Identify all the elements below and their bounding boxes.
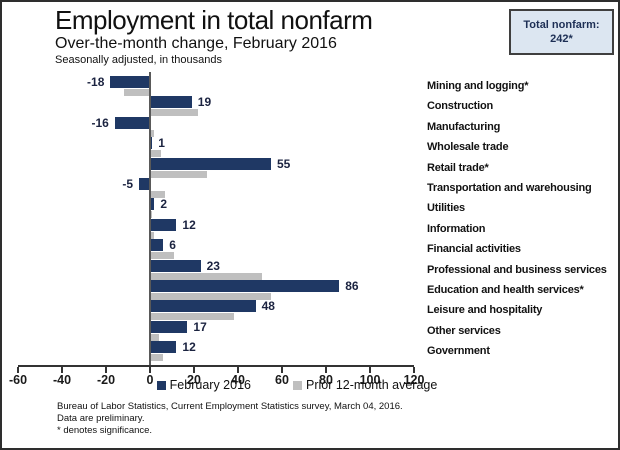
- bar-value-label-5: -5: [122, 177, 133, 191]
- x-axis-tick-1: [61, 367, 63, 373]
- bar-february-1: [150, 96, 192, 109]
- x-axis-tick-label-1: -40: [52, 373, 72, 387]
- legend-item-1: Prior 12-month average: [292, 377, 438, 393]
- total-nonfarm-value: 242*: [550, 33, 573, 45]
- x-axis-tick-2: [105, 367, 107, 373]
- footer-preliminary-line: Data are preliminary.: [57, 413, 145, 424]
- footer-significance-line: * denotes significance.: [57, 425, 153, 436]
- category-label-7: Information: [427, 222, 486, 235]
- x-axis-tick-8: [369, 367, 371, 373]
- legend-swatch-0: [156, 380, 166, 390]
- bar-prior-average-0: [123, 89, 150, 96]
- x-axis-tick-6: [281, 367, 283, 373]
- category-label-10: Education and health services*: [427, 284, 584, 296]
- category-label-6: Utilities: [427, 202, 465, 215]
- category-label-1: Construction: [427, 100, 494, 113]
- footer-source-line: Bureau of Labor Statistics, Current Empl…: [57, 401, 403, 412]
- x-axis-tick-9: [413, 367, 415, 373]
- bar-february-10: [150, 280, 340, 292]
- category-label-5: Transportation and warehousing: [427, 182, 592, 194]
- bar-february-13: [150, 341, 177, 354]
- bar-february-6: [150, 198, 155, 211]
- x-axis-tick-label-7: 80: [319, 373, 333, 387]
- bar-prior-average-9: [150, 272, 263, 280]
- bar-value-label-3: 1: [158, 136, 165, 151]
- chart-title: Employment in total nonfarm: [55, 5, 373, 35]
- chart-note: Seasonally adjusted, in thousands: [55, 54, 222, 66]
- x-axis-tick-7: [325, 367, 327, 373]
- x-axis-tick-label-8: 100: [359, 373, 381, 387]
- bar-prior-average-6: [150, 211, 153, 219]
- legend-label-0: February 2016: [169, 378, 251, 392]
- bar-prior-average-2: [150, 129, 155, 137]
- legend: February 2016 Prior 12-month average: [2, 377, 592, 393]
- bar-prior-average-13: [150, 354, 164, 362]
- legend-swatch-1: [292, 380, 302, 390]
- bar-prior-average-4: [150, 170, 208, 178]
- total-nonfarm-label: Total nonfarm:: [523, 19, 600, 31]
- x-axis-tick-0: [17, 367, 19, 373]
- category-label-0: Mining and logging*: [427, 80, 529, 92]
- bar-value-label-4: 55: [277, 156, 291, 171]
- bar-february-0: [110, 76, 150, 88]
- category-label-4: Retail trade*: [427, 161, 489, 174]
- bar-february-3: [150, 137, 153, 150]
- bar-february-12: [150, 320, 188, 333]
- x-axis-tick-5: [237, 367, 239, 373]
- bar-prior-average-7: [150, 231, 155, 239]
- bar-value-label-11: 48: [261, 299, 275, 314]
- category-label-9: Professional and business services: [427, 263, 607, 276]
- bar-value-label-2: -16: [91, 115, 109, 130]
- x-axis-tick-label-5: 40: [231, 373, 245, 387]
- bar-value-label-0: -18: [87, 75, 105, 89]
- bar-february-8: [150, 239, 164, 252]
- bar-prior-average-11: [150, 313, 234, 321]
- bar-value-label-1: 19: [197, 95, 212, 110]
- chart-subtitle: Over-the-month change, February 2016: [55, 35, 337, 52]
- bar-value-label-6: 2: [160, 197, 168, 212]
- bar-prior-average-8: [150, 252, 175, 260]
- bar-value-label-13: 12: [182, 340, 196, 355]
- bar-prior-average-5: [150, 191, 166, 198]
- category-label-2: Manufacturing: [427, 120, 501, 133]
- x-axis-tick-label-4: 20: [187, 373, 201, 387]
- bar-prior-average-10: [150, 293, 271, 300]
- header: Employment in total nonfarm Over-the-mon…: [55, 5, 373, 67]
- legend-label-1: Prior 12-month average: [305, 378, 438, 392]
- x-axis-tick-label-0: -60: [8, 373, 28, 387]
- category-label-3: Wholesale trade: [427, 141, 509, 154]
- x-axis-tick-label-9: 120: [403, 373, 425, 387]
- bar-february-11: [150, 300, 256, 313]
- footer: Bureau of Labor Statistics, Current Empl…: [57, 401, 403, 437]
- x-axis-tick-label-6: 60: [275, 373, 289, 387]
- total-nonfarm-box: Total nonfarm: 242*: [509, 9, 614, 55]
- bar-february-2: [114, 116, 150, 129]
- x-axis-tick-label-2: -20: [96, 373, 116, 387]
- category-label-12: Other services: [427, 324, 501, 337]
- bar-february-7: [150, 218, 177, 231]
- x-axis-tick-label-3: 0: [146, 373, 154, 387]
- legend-item-0: February 2016: [156, 377, 251, 393]
- bar-february-5: [139, 178, 150, 190]
- bar-prior-average-3: [150, 150, 161, 158]
- zero-axis-line: [149, 72, 151, 367]
- bar-value-label-10: 86: [345, 279, 359, 293]
- x-axis-tick-3: [149, 367, 151, 373]
- bar-value-label-12: 17: [193, 319, 207, 334]
- category-label-8: Financial activities: [427, 243, 521, 256]
- bar-value-label-7: 12: [182, 217, 196, 232]
- category-label-13: Government: [427, 345, 490, 358]
- bar-value-label-8: 6: [169, 238, 176, 253]
- x-axis-tick-4: [193, 367, 195, 373]
- category-label-11: Leisure and hospitality: [427, 304, 543, 317]
- bar-february-4: [150, 157, 271, 170]
- x-axis-line: [18, 365, 414, 367]
- bar-prior-average-12: [150, 333, 159, 341]
- bar-february-9: [150, 259, 201, 272]
- bar-value-label-9: 23: [206, 258, 220, 273]
- bar-prior-average-1: [150, 109, 199, 117]
